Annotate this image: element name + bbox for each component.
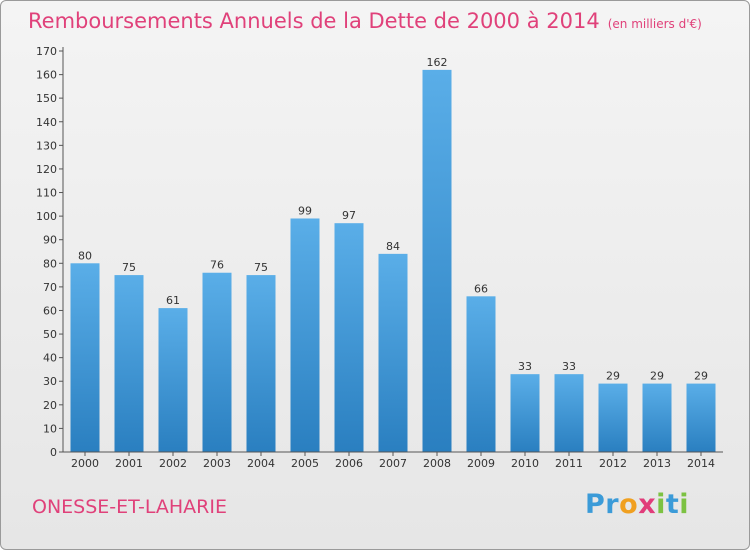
x-tick-label: 2002	[159, 457, 187, 470]
logo-letter: x	[638, 489, 657, 520]
bar-2003	[202, 272, 232, 452]
logo-letter: t	[665, 489, 680, 520]
x-tick-label: 2013	[643, 457, 671, 470]
y-tick-label: 160	[36, 69, 57, 82]
y-tick-label: 10	[43, 422, 57, 435]
y-tick-label: 60	[43, 304, 57, 317]
y-tick-label: 20	[43, 399, 57, 412]
bar-2006	[334, 223, 364, 452]
bar-value-label: 29	[606, 370, 620, 383]
bar-value-label: 29	[694, 370, 708, 383]
y-tick-label: 40	[43, 352, 57, 365]
y-tick-label: 140	[36, 116, 57, 129]
bar-2004	[246, 275, 276, 452]
bar-value-label: 29	[650, 370, 664, 383]
x-tick-label: 2007	[379, 457, 407, 470]
logo-letter: o	[619, 489, 639, 520]
bar-value-label: 76	[210, 259, 224, 272]
logo-letter: i	[679, 489, 690, 520]
bar-2011	[554, 374, 584, 452]
bar-2009	[466, 296, 496, 452]
x-tick-label: 2001	[115, 457, 143, 470]
bar-value-label: 80	[78, 249, 92, 262]
bar-value-label: 33	[518, 360, 532, 373]
y-tick-label: 110	[36, 187, 57, 200]
logo-letter: r	[605, 489, 620, 520]
bar-2014	[686, 383, 716, 452]
y-tick-label: 0	[50, 446, 57, 459]
x-tick-label: 2000	[71, 457, 99, 470]
bar-value-label: 66	[474, 282, 488, 295]
bar-2000	[70, 263, 100, 452]
x-tick-label: 2004	[247, 457, 275, 470]
x-tick-label: 2008	[423, 457, 451, 470]
x-tick-label: 2006	[335, 457, 363, 470]
y-tick-label: 70	[43, 281, 57, 294]
bar-value-label: 99	[298, 204, 312, 217]
x-tick-label: 2009	[467, 457, 495, 470]
bar-value-label: 61	[166, 294, 180, 307]
y-axis: 0 10 20 30 40 50 60 70 80 90 100 110 120 130 140 150 160…	[36, 45, 64, 459]
bar-2002	[158, 308, 188, 452]
bar-2007	[378, 253, 408, 452]
y-tick-label: 90	[43, 234, 57, 247]
chart-unit: (en milliers d'€)	[607, 17, 702, 31]
y-tick-label: 130	[36, 139, 57, 152]
y-tick-label: 80	[43, 257, 57, 270]
bar-value-label: 84	[386, 240, 400, 253]
y-tick-label: 120	[36, 163, 57, 176]
x-tick-label: 2010	[511, 457, 539, 470]
logo-letter: i	[656, 489, 666, 520]
bar-value-label: 75	[122, 261, 136, 274]
proxiti-logo: Proxiti	[585, 489, 689, 520]
place-name: ONESSE-ET-LAHARIE	[32, 496, 227, 518]
bar-2008	[422, 69, 452, 452]
x-tick-label: 2011	[555, 457, 583, 470]
y-tick-label: 50	[43, 328, 57, 341]
x-tick-label: 2012	[599, 457, 627, 470]
y-tick-label: 100	[36, 210, 57, 223]
bar-2012	[598, 383, 628, 452]
bar-2005	[290, 218, 320, 452]
bar-2010	[510, 374, 540, 452]
bar-value-label: 162	[427, 56, 448, 69]
y-tick-label: 150	[36, 92, 57, 105]
bar-2013	[642, 383, 672, 452]
x-tick-label: 2005	[291, 457, 319, 470]
chart-title: Remboursements Annuels de la Dette de 20…	[28, 9, 702, 33]
bar-value-label: 97	[342, 209, 356, 222]
x-tick-label: 2003	[203, 457, 231, 470]
y-tick-label: 170	[36, 45, 57, 58]
y-tick-label: 30	[43, 375, 57, 388]
bar-2001	[114, 275, 144, 452]
bar-value-label: 33	[562, 360, 576, 373]
x-tick-label: 2014	[687, 457, 715, 470]
bar-value-label: 75	[254, 261, 268, 274]
x-axis: 2000 2001 2002 2003 2004 2005 2006 2007 2008 2009…	[63, 451, 723, 470]
bars: 80 75 61 76 75 99 97 84 162 66 33 33 29 29 29	[70, 56, 716, 452]
logo-letter: P	[585, 489, 606, 520]
